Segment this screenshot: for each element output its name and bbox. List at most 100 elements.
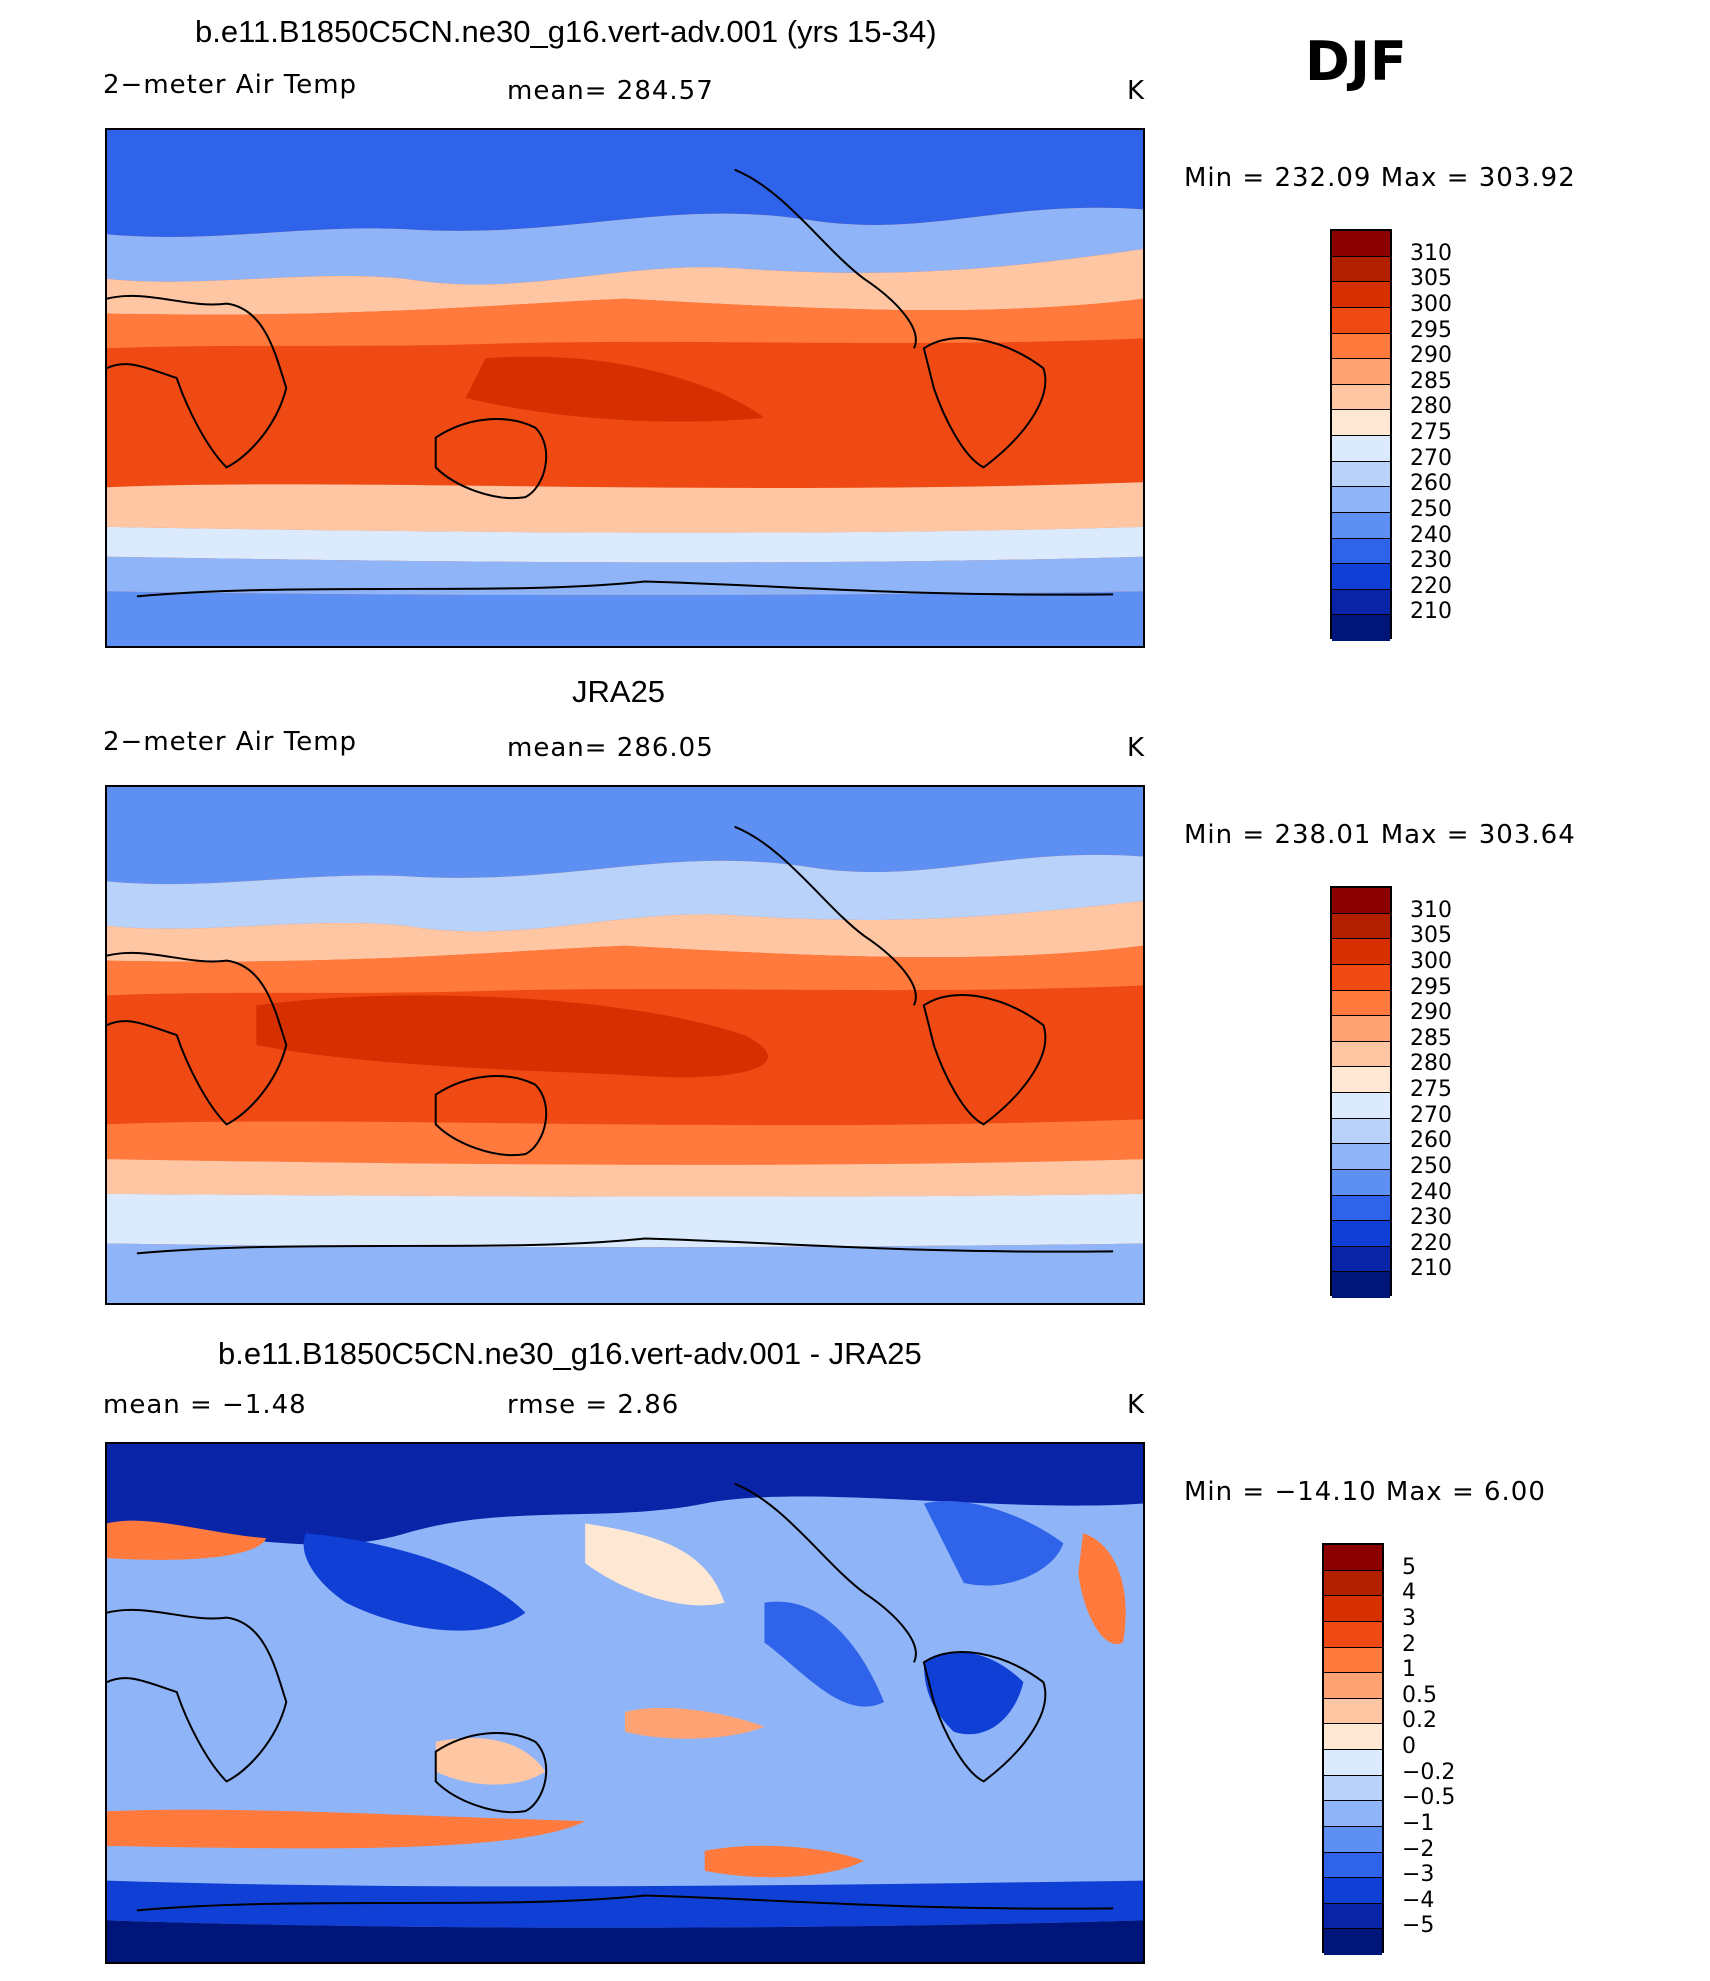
- colorbar-tick-label: 305: [1410, 266, 1452, 292]
- colorbar-swatch: [1332, 564, 1390, 590]
- colorbar-swatch: [1332, 615, 1390, 641]
- colorbar-tick-label: 1: [1402, 1657, 1416, 1683]
- colorbar-tick-label: 220: [1410, 573, 1452, 599]
- season-label: DJF: [1305, 30, 1407, 93]
- colorbar-tick-label: 300: [1410, 948, 1452, 974]
- panel-1-title: b.e11.B1850C5CN.ne30_g16.vert-adv.001 (y…: [195, 14, 937, 49]
- colorbar-tick-label: 295: [1410, 974, 1452, 1000]
- colorbar-swatch: [1332, 384, 1390, 411]
- colorbar-swatch: [1332, 1118, 1390, 1145]
- panel-3-mean-label: mean = −1.48: [103, 1390, 307, 1420]
- colorbar-swatch: [1332, 359, 1390, 385]
- colorbar-tick-label: −0.2: [1402, 1759, 1456, 1785]
- colorbar-tick-label: 285: [1410, 368, 1452, 394]
- colorbar-swatch: [1332, 512, 1390, 539]
- colorbar-swatch: [1324, 1596, 1382, 1622]
- colorbar-swatch: [1324, 1801, 1382, 1827]
- colorbar-swatch: [1324, 1826, 1382, 1853]
- colorbar-tick-label: 305: [1410, 923, 1452, 949]
- colorbar-tick-label: 250: [1410, 1153, 1452, 1179]
- colorbar-tick-label: 270: [1410, 1102, 1452, 1128]
- colorbar-swatch: [1332, 1272, 1390, 1298]
- colorbar-swatch: [1332, 333, 1390, 360]
- colorbar-swatch: [1324, 1673, 1382, 1699]
- colorbar-tick-label: 260: [1410, 1128, 1452, 1154]
- colorbar-swatch: [1332, 1067, 1390, 1093]
- panel-3-title: b.e11.B1850C5CN.ne30_g16.vert-adv.001 - …: [218, 1336, 922, 1371]
- colorbar-swatch: [1332, 282, 1390, 308]
- colorbar-swatch: [1332, 939, 1390, 965]
- colorbar-tick-label: 310: [1410, 240, 1452, 266]
- colorbar-tick-label: 290: [1410, 343, 1452, 369]
- colorbar-tick-label: 220: [1410, 1230, 1452, 1256]
- panel-1-mean-label: mean= 284.57: [507, 76, 714, 106]
- colorbar-swatch: [1324, 1724, 1382, 1750]
- colorbar-swatch: [1332, 589, 1390, 616]
- colorbar-swatch: [1324, 1775, 1382, 1802]
- colorbar-swatch: [1332, 256, 1390, 283]
- colorbar-swatch: [1332, 964, 1390, 991]
- colorbar-swatch: [1324, 1621, 1382, 1648]
- colorbar-tick-label: 230: [1410, 548, 1452, 574]
- colorbar-tick-label: 275: [1410, 1077, 1452, 1102]
- panel-1-map-plot: [107, 130, 1143, 646]
- colorbar-tick-label: 0: [1402, 1734, 1416, 1759]
- colorbar-swatch: [1332, 1144, 1390, 1170]
- colorbar-swatch: [1324, 1545, 1382, 1571]
- colorbar-swatch: [1324, 1570, 1382, 1597]
- colorbar-tick-label: 210: [1410, 599, 1452, 625]
- colorbar-swatch: [1324, 1647, 1382, 1674]
- colorbar-swatch: [1332, 1041, 1390, 1068]
- colorbar-tick-label: 290: [1410, 1000, 1452, 1026]
- panel-2-units: K: [1127, 733, 1146, 763]
- colorbar-tick-label: −3: [1402, 1862, 1435, 1888]
- panel-2-variable-label: 2−meter Air Temp: [103, 727, 358, 757]
- colorbar-tick-label: 275: [1410, 420, 1452, 445]
- panel-3-units: K: [1127, 1390, 1146, 1420]
- panel-1-map: [105, 128, 1145, 648]
- colorbar-swatch: [1324, 1698, 1382, 1725]
- panel-2-mean-label: mean= 286.05: [507, 733, 714, 763]
- colorbar-tick-label: 210: [1410, 1256, 1452, 1282]
- colorbar-swatch: [1332, 307, 1390, 334]
- colorbar-swatch: [1332, 1221, 1390, 1247]
- colorbar-tick-label: 0.2: [1402, 1708, 1437, 1734]
- panel-1-colorbar: [1330, 229, 1392, 641]
- colorbar-tick-label: 280: [1410, 394, 1452, 420]
- panel-2-min-max: Min = 238.01 Max = 303.64: [1184, 820, 1576, 850]
- colorbar-swatch: [1332, 461, 1390, 488]
- colorbar-swatch: [1324, 1750, 1382, 1776]
- colorbar-tick-label: 0.5: [1402, 1682, 1437, 1708]
- panel-3-min-max: Min = −14.10 Max = 6.00: [1184, 1477, 1546, 1507]
- colorbar-swatch: [1332, 1195, 1390, 1222]
- colorbar-tick-label: −1: [1402, 1810, 1435, 1836]
- colorbar-tick-label: 285: [1410, 1025, 1452, 1051]
- colorbar-tick-label: 230: [1410, 1205, 1452, 1231]
- panel-2-map-plot: [107, 787, 1143, 1303]
- colorbar-swatch: [1332, 1169, 1390, 1196]
- colorbar-tick-label: 280: [1410, 1051, 1452, 1077]
- colorbar-tick-label: 295: [1410, 317, 1452, 343]
- colorbar-swatch: [1332, 913, 1390, 940]
- colorbar-swatch: [1332, 990, 1390, 1017]
- colorbar-swatch: [1324, 1878, 1382, 1904]
- panel-1-min-max: Min = 232.09 Max = 303.92: [1184, 163, 1576, 193]
- colorbar-swatch: [1324, 1929, 1382, 1955]
- colorbar-tick-label: 300: [1410, 291, 1452, 317]
- colorbar-tick-label: 240: [1410, 1179, 1452, 1205]
- colorbar-tick-label: 270: [1410, 445, 1452, 471]
- colorbar-swatch: [1332, 1016, 1390, 1042]
- colorbar-tick-label: 5: [1402, 1554, 1416, 1580]
- colorbar-swatch: [1332, 231, 1390, 257]
- colorbar-tick-label: −2: [1402, 1836, 1435, 1862]
- colorbar-tick-label: 4: [1402, 1580, 1416, 1606]
- colorbar-tick-label: 2: [1402, 1631, 1416, 1657]
- panel-3-rmse-label: rmse = 2.86: [507, 1390, 680, 1420]
- colorbar-swatch: [1332, 888, 1390, 914]
- colorbar-tick-label: −5: [1402, 1913, 1435, 1939]
- panel-2-title: JRA25: [572, 674, 666, 709]
- panel-3-map: [105, 1442, 1145, 1964]
- colorbar-tick-label: −4: [1402, 1887, 1435, 1913]
- colorbar-tick-label: 250: [1410, 496, 1452, 522]
- colorbar-tick-label: 310: [1410, 897, 1452, 923]
